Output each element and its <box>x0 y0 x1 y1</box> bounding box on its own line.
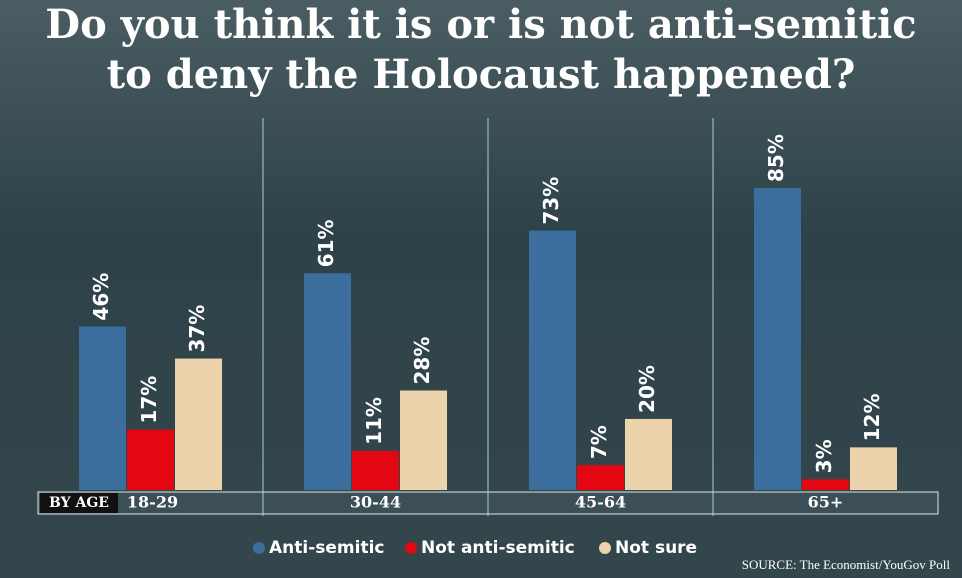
chart-subtitle: to deny the Holocaust happened? <box>107 51 856 98</box>
value-label: 11% <box>362 397 386 445</box>
value-label: 61% <box>314 219 338 267</box>
value-label: 85% <box>764 134 788 182</box>
bar <box>79 326 126 490</box>
chart-title: Do you think it is or is not anti-semiti… <box>45 1 916 48</box>
bar <box>625 418 672 490</box>
bar <box>400 390 447 490</box>
bar <box>850 447 897 490</box>
bar <box>754 188 801 490</box>
legend-marker <box>405 542 417 554</box>
bar <box>127 429 174 490</box>
x-tick-label: 18-29 <box>127 493 178 512</box>
value-label: 73% <box>539 177 563 225</box>
value-label: 20% <box>635 365 659 413</box>
source: SOURCE: The Economist/YouGov Poll <box>742 557 951 572</box>
bar <box>175 358 222 490</box>
bar <box>304 273 351 490</box>
x-tick-label: 65+ <box>808 493 844 512</box>
value-label: 46% <box>89 273 113 321</box>
legend-marker <box>253 542 265 554</box>
legend-label: Anti-semitic <box>269 538 385 558</box>
xlabel-box <box>40 493 118 513</box>
value-label: 7% <box>587 425 611 459</box>
value-label: 28% <box>410 337 434 385</box>
legend-label: Not sure <box>615 538 697 558</box>
value-label: 37% <box>185 305 209 353</box>
value-label: 12% <box>860 393 884 441</box>
x-axis-label: BY AGE <box>49 495 109 511</box>
legend-marker <box>599 542 611 554</box>
bar <box>802 479 849 490</box>
x-tick-label: 30-44 <box>350 493 401 512</box>
x-tick-label: 45-64 <box>575 493 626 512</box>
legend-label: Not anti-semitic <box>421 538 575 558</box>
value-label: 3% <box>812 439 836 473</box>
bar <box>577 465 624 490</box>
bar <box>529 230 576 490</box>
value-label: 17% <box>137 376 161 424</box>
bar <box>352 450 399 490</box>
